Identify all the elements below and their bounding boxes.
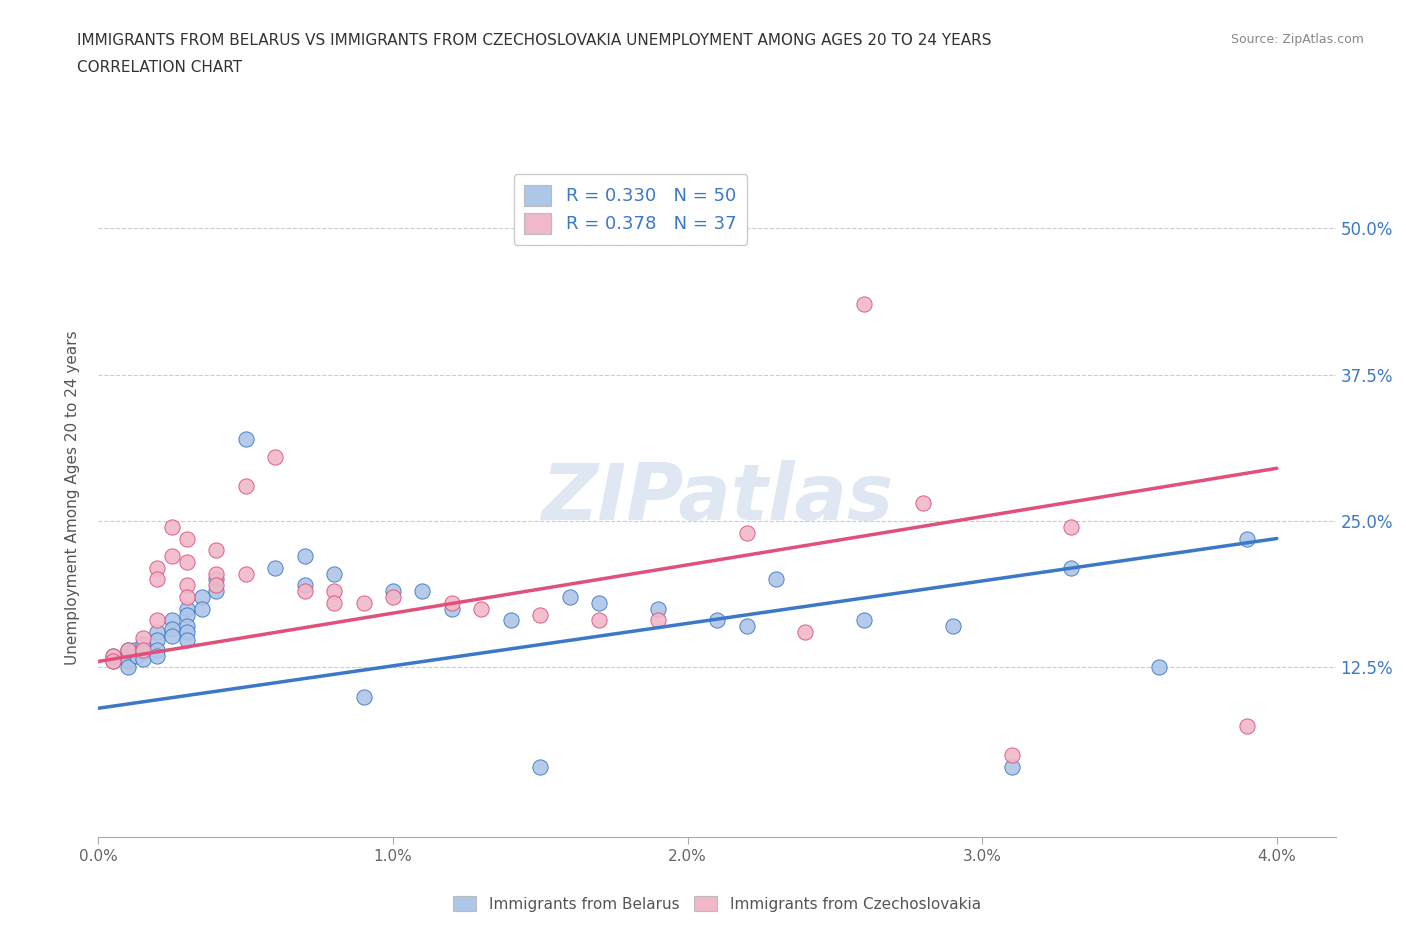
Point	[529, 607, 551, 622]
Point	[146, 648, 169, 663]
Point	[146, 625, 169, 640]
Point	[942, 618, 965, 633]
Point	[190, 602, 212, 617]
Point	[176, 618, 198, 633]
Point	[131, 631, 153, 645]
Text: ZIPatlas: ZIPatlas	[541, 459, 893, 536]
Point	[1001, 759, 1024, 774]
Point	[205, 578, 228, 592]
Point	[117, 643, 139, 658]
Point	[706, 613, 728, 628]
Point	[853, 613, 876, 628]
Point	[912, 496, 935, 511]
Point	[176, 625, 198, 640]
Point	[176, 578, 198, 592]
Point	[205, 584, 228, 599]
Point	[176, 531, 198, 546]
Point	[176, 590, 198, 604]
Point	[411, 584, 433, 599]
Point	[264, 449, 287, 464]
Point	[146, 643, 169, 658]
Point	[294, 584, 316, 599]
Point	[125, 648, 148, 663]
Point	[353, 595, 375, 610]
Point	[294, 578, 316, 592]
Text: Source: ZipAtlas.com: Source: ZipAtlas.com	[1230, 33, 1364, 46]
Point	[101, 648, 124, 663]
Point	[323, 584, 346, 599]
Point	[131, 643, 153, 658]
Point	[146, 572, 169, 587]
Point	[205, 566, 228, 581]
Point	[1236, 531, 1258, 546]
Point	[235, 432, 257, 446]
Point	[235, 478, 257, 493]
Point	[101, 648, 124, 663]
Point	[131, 652, 153, 667]
Point	[117, 660, 139, 675]
Point	[101, 654, 124, 669]
Point	[499, 613, 522, 628]
Point	[1059, 519, 1081, 534]
Point	[294, 549, 316, 564]
Point	[160, 621, 183, 636]
Point	[794, 625, 817, 640]
Point	[131, 636, 153, 651]
Point	[323, 595, 346, 610]
Point	[146, 613, 169, 628]
Point	[588, 595, 610, 610]
Legend: Immigrants from Belarus, Immigrants from Czechoslovakia: Immigrants from Belarus, Immigrants from…	[447, 889, 987, 918]
Point	[160, 549, 183, 564]
Point	[176, 554, 198, 569]
Point	[176, 607, 198, 622]
Point	[117, 648, 139, 663]
Point	[323, 566, 346, 581]
Y-axis label: Unemployment Among Ages 20 to 24 years: Unemployment Among Ages 20 to 24 years	[65, 330, 80, 665]
Point	[440, 595, 463, 610]
Point	[235, 566, 257, 581]
Point	[146, 633, 169, 648]
Point	[647, 602, 669, 617]
Point	[264, 561, 287, 576]
Point	[647, 613, 669, 628]
Point	[1059, 561, 1081, 576]
Point	[190, 590, 212, 604]
Point	[735, 525, 758, 540]
Point	[160, 519, 183, 534]
Point	[853, 297, 876, 312]
Point	[558, 590, 581, 604]
Point	[146, 561, 169, 576]
Point	[440, 602, 463, 617]
Point	[1147, 660, 1170, 675]
Point	[735, 618, 758, 633]
Point	[588, 613, 610, 628]
Point	[765, 572, 787, 587]
Point	[122, 643, 145, 658]
Point	[529, 759, 551, 774]
Point	[470, 602, 492, 617]
Point	[160, 613, 183, 628]
Point	[117, 654, 139, 669]
Point	[101, 654, 124, 669]
Point	[160, 629, 183, 644]
Point	[1236, 718, 1258, 733]
Text: CORRELATION CHART: CORRELATION CHART	[77, 60, 242, 75]
Point	[1001, 748, 1024, 763]
Point	[176, 633, 198, 648]
Point	[205, 543, 228, 558]
Point	[382, 584, 405, 599]
Point	[117, 643, 139, 658]
Point	[353, 689, 375, 704]
Point	[131, 644, 153, 659]
Text: IMMIGRANTS FROM BELARUS VS IMMIGRANTS FROM CZECHOSLOVAKIA UNEMPLOYMENT AMONG AGE: IMMIGRANTS FROM BELARUS VS IMMIGRANTS FR…	[77, 33, 991, 47]
Point	[382, 590, 405, 604]
Point	[205, 572, 228, 587]
Point	[176, 602, 198, 617]
